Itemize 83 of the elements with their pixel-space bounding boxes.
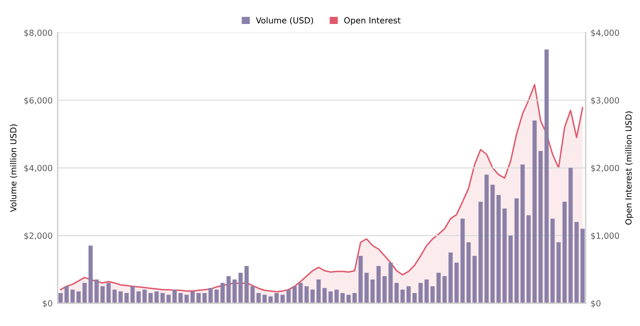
bar — [388, 262, 393, 304]
bar — [580, 228, 585, 304]
bar — [238, 272, 243, 304]
bar — [418, 282, 423, 304]
bar — [298, 282, 303, 304]
bar — [442, 276, 447, 304]
bar — [220, 282, 225, 304]
bar — [520, 164, 525, 304]
bar — [394, 282, 399, 304]
bar — [100, 286, 105, 304]
bar — [70, 290, 75, 304]
bar — [184, 294, 189, 304]
y-tick-label: $6,000 — [24, 97, 52, 105]
bar — [292, 286, 297, 304]
bar — [250, 286, 255, 304]
bar — [214, 290, 219, 304]
bar — [538, 150, 543, 304]
y2-tick-label: $0 — [591, 300, 601, 308]
bar — [454, 262, 459, 304]
bar — [82, 282, 87, 304]
bar — [472, 256, 477, 304]
bar — [364, 272, 369, 304]
y2-tick-label: $1,000 — [591, 232, 620, 240]
bar — [358, 256, 363, 304]
bar — [280, 294, 285, 304]
bar — [94, 280, 99, 304]
bar — [286, 290, 291, 304]
legend-label: Open Interest — [344, 17, 401, 26]
y-tick-label: $2,000 — [24, 232, 52, 240]
y2-tick-label: $3,000 — [591, 97, 620, 105]
y-tick-label: $8,000 — [24, 29, 52, 37]
bar — [64, 286, 69, 304]
bar — [304, 286, 309, 304]
bar — [226, 276, 231, 304]
bar — [424, 280, 429, 304]
bar — [130, 286, 135, 304]
y-tick-label: $4,000 — [24, 164, 52, 172]
bar — [88, 246, 93, 304]
bar — [382, 276, 387, 304]
bar — [556, 242, 561, 304]
bar — [310, 290, 315, 304]
bar — [142, 290, 147, 304]
bar — [334, 290, 339, 304]
bar — [316, 280, 321, 304]
bar — [406, 286, 411, 304]
y-tick-label: $0 — [42, 300, 52, 308]
bar — [208, 288, 213, 304]
bar — [526, 215, 531, 304]
bar — [466, 242, 471, 304]
bar — [166, 294, 171, 304]
y2-tick-label: $2,000 — [591, 164, 620, 172]
bar — [460, 218, 465, 304]
bar — [430, 286, 435, 304]
bar — [400, 290, 405, 304]
bar — [514, 198, 519, 304]
bar — [532, 120, 537, 304]
bar — [574, 222, 579, 304]
bar — [244, 266, 249, 304]
bar — [262, 294, 267, 304]
bar — [232, 280, 237, 304]
bar — [112, 290, 117, 304]
bar — [508, 236, 513, 304]
bar — [376, 266, 381, 304]
y2-tick-label: $4,000 — [591, 29, 620, 37]
bar — [496, 194, 501, 304]
bar — [448, 252, 453, 304]
bar — [568, 168, 573, 304]
legend-label: Volume (USD) — [256, 17, 314, 24]
bar — [544, 50, 549, 304]
bar — [478, 202, 483, 304]
bar — [490, 184, 495, 304]
bar — [484, 174, 489, 304]
bar — [322, 288, 327, 304]
y2-axis-title: Open Interest (million USD) — [625, 111, 634, 225]
y-axis-title: Volume (million USD) — [10, 124, 18, 212]
bar — [172, 290, 177, 304]
bar — [502, 208, 507, 304]
bar — [550, 218, 555, 304]
bar — [106, 282, 111, 304]
bar — [370, 280, 375, 304]
bar — [436, 272, 441, 304]
bar — [562, 202, 567, 304]
bar — [346, 294, 351, 304]
